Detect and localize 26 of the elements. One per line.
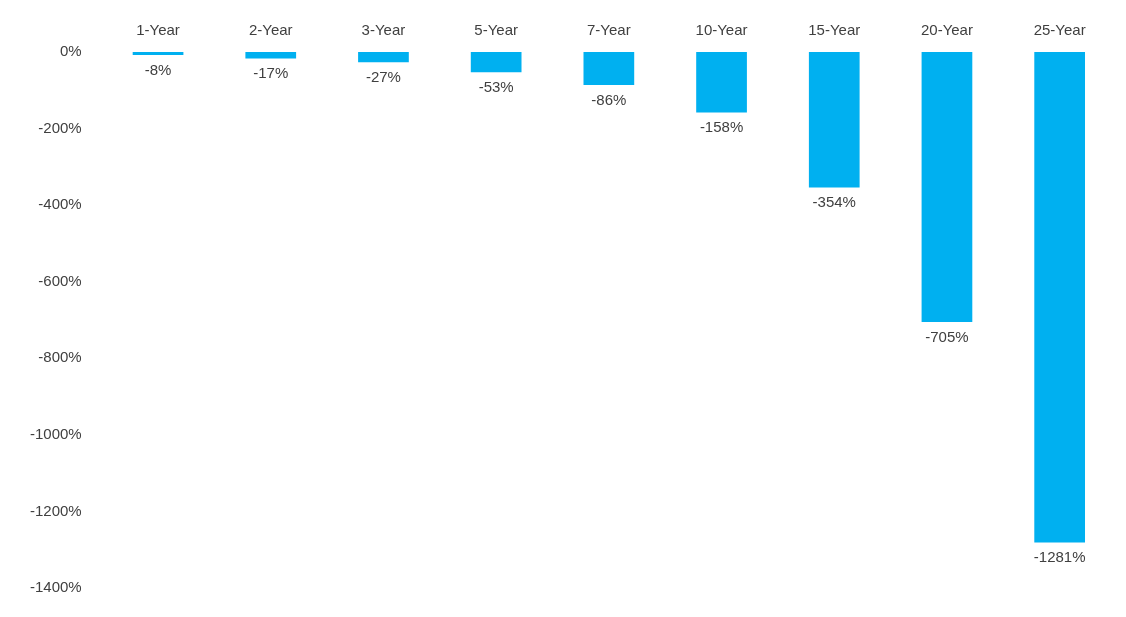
y-tick-label: -1200% [30, 501, 82, 519]
y-tick-label: -1400% [30, 578, 82, 596]
y-tick-label: -200% [38, 118, 82, 136]
x-tick-label: 7-Year [587, 21, 631, 39]
x-tick-label: 10-Year [695, 21, 748, 39]
x-tick-label: 1-Year [136, 21, 180, 39]
data-label: -158% [699, 118, 744, 136]
x-tick-label: 2-Year [248, 21, 293, 39]
x-tick-label: 15-Year [808, 21, 861, 39]
x-tick-label: 25-Year [1033, 21, 1086, 39]
x-tick-label: 20-Year [920, 21, 973, 39]
y-tick-label: -1000% [30, 425, 82, 442]
data-label: -17% [253, 64, 289, 82]
y-tick-label: -600% [38, 271, 82, 289]
y-tick-label: -400% [38, 195, 82, 213]
data-label: -8% [144, 60, 172, 78]
data-label: -705% [925, 327, 969, 345]
data-label: -27% [365, 67, 401, 85]
data-label: -53% [478, 77, 514, 95]
x-tick-label: 3-Year [361, 21, 406, 39]
data-label: -86% [591, 90, 627, 108]
y-tick-label: -800% [38, 348, 82, 366]
y-tick-label: 0% [60, 42, 82, 60]
x-tick-label: 5-Year [474, 21, 518, 39]
data-label: -1281% [1033, 548, 1086, 566]
data-label: -354% [812, 193, 856, 211]
